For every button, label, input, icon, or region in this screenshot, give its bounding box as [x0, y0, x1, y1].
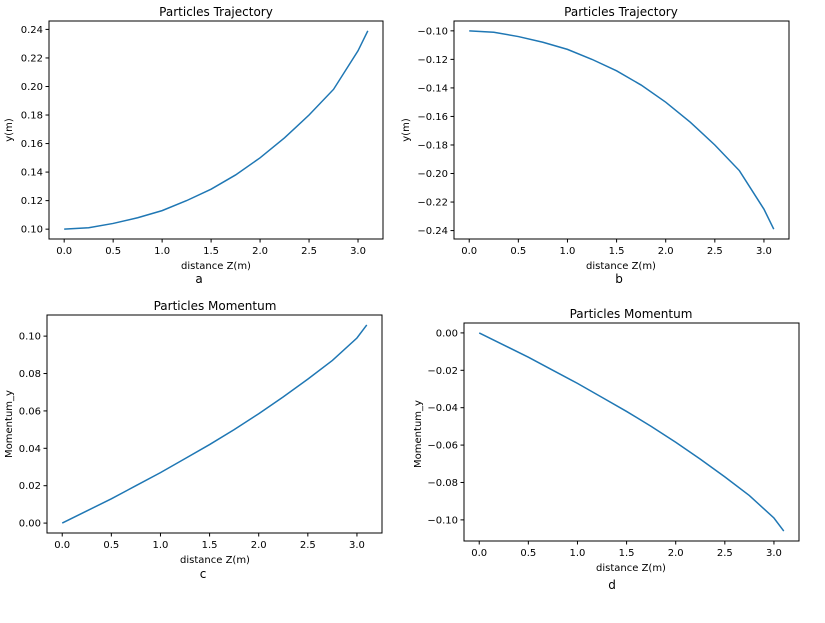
- x-tick-label: 0.5: [510, 246, 526, 257]
- y-ticks: 0.00 −0.02 −0.04 −0.06 −0.08 −0.10: [427, 328, 464, 526]
- chart-title: Particles Trajectory: [159, 5, 273, 19]
- x-tick-label: 1.5: [203, 246, 219, 257]
- x-axis-label: distance Z(m): [586, 261, 656, 272]
- y-tick-label: 0.08: [19, 369, 41, 380]
- x-tick-label: 2.5: [301, 246, 317, 257]
- x-tick-label: 2.5: [300, 540, 316, 551]
- panel-label: d: [608, 578, 616, 592]
- y-tick-label: 0.10: [19, 332, 41, 343]
- y-tick-label: −0.08: [427, 478, 458, 489]
- x-tick-label: 1.5: [619, 548, 635, 559]
- y-tick-label: −0.20: [417, 169, 448, 180]
- panel-a: Particles Trajectory 0.0 0.5 1.0 1.5 2.0 2.5 3…: [4, 5, 384, 286]
- y-tick-label: 0.24: [21, 25, 43, 36]
- x-ticks: 0.0 0.5 1.0 1.5 2.0 2.5 3.0: [54, 533, 365, 551]
- x-tick-label: 2.0: [251, 540, 267, 551]
- y-tick-label: −0.16: [417, 112, 448, 123]
- y-tick-label: 0.00: [19, 519, 41, 530]
- y-ticks: 0.10 0.12 0.14 0.16 0.18 0.20 0.22 0.24: [21, 25, 49, 236]
- x-tick-label: 0.5: [103, 540, 119, 551]
- x-tick-label: 1.0: [154, 246, 170, 257]
- y-tick-label: 0.02: [19, 481, 41, 492]
- y-tick-label: −0.02: [427, 366, 458, 377]
- x-tick-label: 2.0: [252, 246, 268, 257]
- y-tick-label: −0.10: [417, 26, 448, 37]
- y-tick-label: −0.18: [417, 140, 448, 151]
- x-ticks: 0.0 0.5 1.0 1.5 2.0 2.5 3.0: [471, 541, 782, 559]
- x-axis-label: distance Z(m): [180, 555, 250, 566]
- x-tick-label: 0.5: [520, 548, 536, 559]
- x-tick-label: 3.0: [350, 246, 366, 257]
- y-tick-label: 0.04: [19, 444, 41, 455]
- chart-title: Particles Momentum: [154, 299, 277, 313]
- y-axis-label: y(m): [4, 118, 15, 142]
- x-ticks: 0.0 0.5 1.0 1.5 2.0 2.5 3.0: [56, 239, 366, 257]
- y-axis-label: y(m): [401, 118, 412, 142]
- plot-frame: [46, 314, 383, 534]
- plot-frame: [48, 20, 384, 240]
- y-tick-label: −0.22: [417, 198, 448, 209]
- x-tick-label: 2.0: [658, 246, 674, 257]
- panel-c: Particles Momentum 0.0 0.5 1.0 1.5 2.0 2.5 3.0…: [4, 299, 383, 581]
- chart-title: Particles Trajectory: [564, 5, 678, 19]
- y-tick-label: 0.18: [21, 111, 43, 122]
- y-axis-label: Momentum_y: [413, 400, 424, 468]
- y-tick-label: 0.12: [21, 196, 43, 207]
- x-ticks: 0.0 0.5 1.0 1.5 2.0 2.5 3.0: [461, 239, 772, 257]
- panel-label: b: [615, 272, 623, 286]
- y-tick-label: −0.24: [417, 226, 448, 237]
- data-line: [61, 324, 368, 524]
- y-tick-label: 0.00: [436, 328, 458, 339]
- x-tick-label: 0.0: [461, 246, 477, 257]
- y-ticks: −0.10 −0.12 −0.14 −0.16 −0.18 −0.20 −0.22 −0.24: [417, 26, 454, 237]
- y-tick-label: −0.12: [417, 55, 448, 66]
- y-tick-label: 0.10: [21, 225, 43, 236]
- plot-frame: [463, 322, 800, 542]
- x-tick-label: 0.0: [54, 540, 70, 551]
- y-tick-label: −0.10: [427, 515, 458, 526]
- x-tick-label: 3.0: [756, 246, 772, 257]
- chart-title: Particles Momentum: [570, 307, 693, 321]
- panel-label: c: [200, 567, 207, 581]
- y-ticks: 0.00 0.02 0.04 0.06 0.08 0.10: [19, 332, 47, 530]
- y-tick-label: 0.06: [19, 406, 41, 417]
- x-tick-label: 1.0: [153, 540, 169, 551]
- x-tick-label: 2.5: [717, 548, 733, 559]
- x-tick-label: 0.0: [56, 246, 72, 257]
- panel-label: a: [195, 272, 202, 286]
- x-tick-label: 0.0: [471, 548, 487, 559]
- x-tick-label: 1.0: [570, 548, 586, 559]
- y-tick-label: −0.04: [427, 403, 458, 414]
- plot-frame: [453, 20, 790, 240]
- y-tick-label: −0.06: [427, 441, 458, 452]
- data-line: [64, 30, 369, 230]
- y-axis-label: Momentum_y: [4, 390, 15, 458]
- y-tick-label: 0.16: [21, 139, 43, 150]
- x-tick-label: 3.0: [349, 540, 365, 551]
- x-axis-label: distance Z(m): [596, 563, 666, 574]
- x-tick-label: 2.5: [707, 246, 723, 257]
- x-tick-label: 0.5: [105, 246, 121, 257]
- y-tick-label: 0.14: [21, 168, 43, 179]
- x-tick-label: 1.5: [202, 540, 218, 551]
- x-tick-label: 1.0: [560, 246, 576, 257]
- y-tick-label: 0.20: [21, 82, 43, 93]
- x-tick-label: 1.5: [609, 246, 625, 257]
- panel-b: Particles Trajectory 0.0 0.5 1.0 1.5 2.0 2.5 3…: [401, 5, 790, 286]
- y-tick-label: −0.14: [417, 83, 448, 94]
- data-line: [478, 332, 785, 532]
- y-tick-label: 0.22: [21, 53, 43, 64]
- panel-d: Particles Momentum 0.0 0.5 1.0 1.5 2.0 2.5 3.0…: [413, 307, 800, 592]
- x-tick-label: 3.0: [766, 548, 782, 559]
- data-line: [469, 30, 775, 230]
- x-tick-label: 2.0: [668, 548, 684, 559]
- x-axis-label: distance Z(m): [181, 261, 251, 272]
